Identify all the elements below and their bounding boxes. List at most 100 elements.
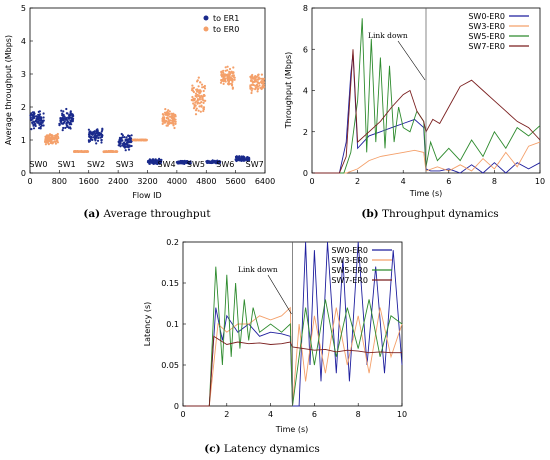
scatter-point-er0 [193, 99, 196, 102]
scatter-point-er0 [203, 87, 207, 90]
scatter-point-er0 [195, 107, 198, 110]
scatter-point-er0 [222, 82, 225, 85]
series-line-sw7-er0 [312, 49, 541, 174]
scatter-point-er0 [220, 73, 223, 76]
scatter-point-er1 [64, 126, 67, 129]
scatter-point-er0 [166, 114, 169, 117]
scatter-point-er0 [162, 119, 165, 122]
switch-label: SW7 [246, 160, 264, 169]
scatter-point-er1 [122, 142, 125, 145]
scatter-point-er0 [174, 120, 177, 123]
scatter-point-er0 [219, 81, 223, 84]
scatter-point-er1 [37, 113, 40, 116]
scatter-point-er0 [203, 84, 206, 88]
scatter-point-er0 [202, 109, 205, 113]
scatter-points-a [29, 65, 266, 166]
y-ticks-c: 0 0.05 0.1 0.15 0.2 [161, 238, 186, 411]
scatter-point-er1 [42, 119, 45, 122]
switch-label: SW5 [187, 160, 205, 169]
scatter-point-er0 [139, 139, 142, 142]
scatter-point-er0 [171, 119, 174, 122]
scatter-point-er0 [54, 136, 57, 139]
scatter-point-er0 [222, 80, 225, 83]
scatter-point-er1 [97, 134, 100, 137]
scatter-point-er1 [33, 112, 36, 115]
scatter-point-er1 [125, 136, 128, 139]
scatter-point-er1 [147, 161, 150, 164]
scatter-point-er1 [62, 110, 65, 113]
scatter-point-er1 [124, 149, 127, 152]
scatter-point-er0 [193, 105, 196, 109]
scatter-point-er1 [121, 136, 124, 139]
scatter-point-er0 [256, 78, 259, 81]
scatter-point-er1 [98, 131, 101, 135]
scatter-point-er0 [255, 83, 259, 86]
caption-text-a: Average throughput [102, 208, 211, 220]
scatter-point-er0 [233, 76, 236, 79]
scatter-point-er0 [165, 124, 168, 127]
scatter-point-er0 [250, 79, 253, 82]
scatter-point-er0 [253, 75, 257, 78]
scatter-point-er1 [37, 110, 40, 113]
caption-c: (c) Latency dynamics [204, 443, 320, 455]
scatter-point-er0 [115, 150, 118, 153]
scatter-point-er1 [38, 116, 41, 119]
scatter-point-er0 [222, 71, 225, 74]
x-tick-label: 2400 [108, 177, 128, 186]
scatter-point-er1 [35, 117, 38, 120]
scatter-point-er0 [257, 87, 260, 91]
scatter-point-er0 [55, 139, 58, 142]
scatter-point-er0 [44, 138, 47, 141]
scatter-point-er0 [254, 79, 257, 82]
scatter-point-er1 [35, 119, 38, 122]
scatter-point-er1 [243, 157, 246, 160]
scatter-point-er0 [220, 75, 224, 78]
scatter-point-er0 [196, 101, 200, 104]
scatter-point-er1 [245, 156, 248, 159]
scatter-point-er1 [61, 114, 64, 117]
scatter-point-er0 [250, 91, 253, 95]
series-line-sw3-er0 [183, 306, 403, 407]
scatter-point-er0 [165, 119, 168, 123]
caption-tag-b: (b) [361, 208, 378, 220]
scatter-point-er0 [80, 150, 83, 153]
x-axis-label-a: Flow ID [132, 191, 161, 200]
scatter-point-er0 [260, 80, 263, 83]
legend-label: SW3-ER0 [468, 22, 505, 31]
x-tick-label: 4800 [196, 177, 216, 186]
scatter-point-er0 [249, 76, 252, 79]
y-tick-label: 0 [174, 402, 179, 411]
scatter-point-er0 [190, 89, 194, 92]
scatter-point-er0 [196, 90, 199, 93]
legend-marker-er1 [203, 15, 209, 21]
scatter-point-er0 [199, 110, 202, 113]
scatter-point-er1 [95, 130, 99, 133]
scatter-point-er0 [255, 80, 258, 83]
scatter-point-er1 [65, 107, 68, 111]
scatter-point-er1 [89, 136, 92, 139]
scatter-point-er0 [220, 70, 223, 74]
scatter-point-er0 [111, 150, 114, 153]
y-axis-label-c: Latency (s) [143, 302, 152, 347]
scatter-point-er1 [71, 115, 74, 118]
scatter-point-er0 [197, 85, 200, 88]
x-tick-label: 800 [52, 177, 67, 186]
scatter-point-er0 [161, 122, 164, 125]
scatter-point-er1 [88, 140, 91, 143]
scatter-point-er0 [199, 81, 202, 84]
scatter-point-er0 [170, 115, 174, 118]
scatter-point-er0 [52, 136, 56, 139]
scatter-point-er1 [121, 139, 124, 142]
x-tick-label: 8 [492, 177, 497, 186]
scatter-point-er0 [221, 78, 225, 81]
x-tick-label: 0 [309, 177, 314, 186]
scatter-point-er1 [101, 128, 104, 131]
scatter-point-er0 [261, 84, 264, 87]
scatter-point-er1 [240, 155, 243, 158]
legend-label: SW0-ER0 [331, 246, 368, 255]
scatter-point-er0 [203, 99, 206, 102]
series-line-sw3-er0 [312, 141, 541, 174]
scatter-point-er0 [197, 76, 200, 79]
